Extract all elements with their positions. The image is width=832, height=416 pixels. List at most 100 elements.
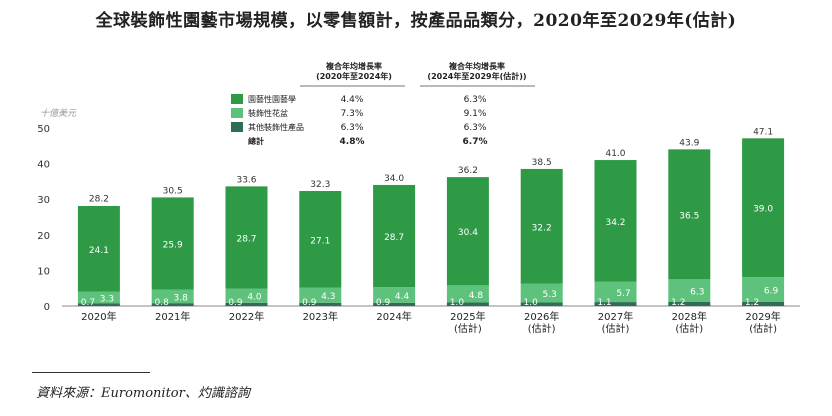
cagr-header: (2024年至2029年(估計)) bbox=[427, 71, 526, 81]
x-tick-label: 2022年 bbox=[229, 310, 264, 323]
bar-segment-pots bbox=[299, 287, 342, 303]
data-label-pots: 3.3 bbox=[100, 295, 114, 305]
data-label-other: 0.9 bbox=[302, 298, 317, 308]
data-label-main: 28.7 bbox=[236, 234, 256, 244]
x-tick-label: 2024年 bbox=[376, 310, 411, 323]
x-tick-label: 2028年 bbox=[672, 310, 707, 323]
bar-segment-main bbox=[373, 184, 416, 288]
bar-segment-other bbox=[299, 302, 342, 306]
data-label-total: 34.0 bbox=[384, 174, 404, 184]
x-tick-label: (估計) bbox=[602, 322, 630, 335]
legend-label: 園藝性園藝學 bbox=[248, 94, 296, 104]
y-tick-label: 30 bbox=[37, 195, 50, 206]
bar-segment-main bbox=[742, 138, 785, 278]
bar-segment-other bbox=[77, 303, 120, 306]
data-label-main: 34.2 bbox=[605, 218, 625, 228]
cagr-value-2020-2024: 4.4% bbox=[341, 95, 364, 105]
cagr-value-2020-2024: 6.3% bbox=[341, 123, 364, 133]
legend-label: 裝飾性花盆 bbox=[248, 108, 288, 118]
data-label-pots: 6.9 bbox=[764, 286, 779, 296]
data-label-pots: 5.3 bbox=[543, 290, 557, 300]
data-label-pots: 4.4 bbox=[395, 292, 410, 302]
cagr-value-2024-2029: 6.3% bbox=[464, 123, 487, 133]
data-label-other: 0.9 bbox=[228, 298, 243, 308]
x-tick-label: 2020年 bbox=[81, 310, 116, 323]
data-label-pots: 4.0 bbox=[247, 293, 262, 303]
data-label-other: 1.2 bbox=[745, 298, 759, 308]
data-label-other: 1.0 bbox=[450, 298, 465, 308]
cagr-header: 複合年均增長率 bbox=[325, 61, 382, 71]
bar-segment-other bbox=[446, 302, 489, 306]
legend-swatch bbox=[231, 122, 243, 132]
data-label-main: 39.0 bbox=[753, 205, 773, 215]
bar-segment-main bbox=[446, 177, 489, 286]
x-tick-label: 2029年 bbox=[745, 310, 780, 323]
bar-segment-other bbox=[225, 302, 268, 306]
data-label-pots: 6.3 bbox=[690, 288, 704, 298]
cagr-value-2024-2029: 9.1% bbox=[464, 109, 487, 119]
bar-segment-main bbox=[299, 191, 342, 288]
legend-label: 其他裝飾性產品 bbox=[248, 122, 304, 132]
x-tick-label: (估計) bbox=[528, 322, 556, 335]
y-tick-label: 40 bbox=[37, 160, 50, 171]
bar-segment-main bbox=[225, 186, 268, 289]
y-tick-label: 10 bbox=[37, 266, 50, 277]
x-tick-label: 2027年 bbox=[598, 310, 633, 323]
data-label-other: 0.9 bbox=[376, 298, 391, 308]
bar-segment-main bbox=[594, 160, 637, 282]
bar-segment-pots bbox=[446, 285, 489, 303]
bar-segment-pots bbox=[151, 289, 194, 304]
cagr-header: (2020年至2024年) bbox=[316, 71, 392, 81]
bar-segment-main bbox=[520, 168, 563, 284]
x-tick-label: 2025年 bbox=[450, 310, 485, 323]
bar-segment-main bbox=[77, 205, 120, 292]
bar-segment-pots bbox=[520, 283, 563, 303]
data-label-main: 27.1 bbox=[310, 236, 330, 246]
bar-segment-other bbox=[151, 303, 194, 306]
data-label-main: 24.1 bbox=[89, 246, 109, 256]
data-label-total: 41.0 bbox=[605, 149, 625, 159]
x-tick-label: 2023年 bbox=[303, 310, 338, 323]
y-tick-label: 50 bbox=[37, 124, 50, 135]
bar-segment-other bbox=[742, 301, 785, 306]
bar-segment-pots bbox=[225, 288, 268, 303]
bar-segment-pots bbox=[742, 277, 785, 302]
data-label-total: 47.1 bbox=[753, 127, 773, 137]
bar-segment-main bbox=[668, 149, 711, 280]
y-tick-label: 0 bbox=[44, 302, 50, 313]
legend-swatch bbox=[231, 108, 243, 118]
bar-segment-pots bbox=[77, 291, 120, 304]
cagr-value-2024-2029: 6.7% bbox=[463, 137, 488, 147]
data-label-other: 0.7 bbox=[81, 298, 95, 308]
legend-swatch bbox=[231, 94, 243, 104]
source-note: 資料來源：Euromonitor、灼識諮詢 bbox=[36, 386, 250, 401]
data-label-total: 32.3 bbox=[310, 180, 330, 190]
y-axis-unit: 十億美元 bbox=[40, 108, 77, 119]
cagr-value-2020-2024: 4.8% bbox=[340, 137, 365, 147]
x-tick-label: (估計) bbox=[749, 322, 777, 335]
cagr-header: 複合年均增長率 bbox=[448, 61, 505, 71]
data-label-total: 33.6 bbox=[236, 175, 256, 185]
data-label-pots: 4.3 bbox=[321, 292, 335, 302]
x-tick-label: (估計) bbox=[675, 322, 703, 335]
data-label-total: 28.2 bbox=[89, 195, 109, 205]
chart-title: 全球裝飾性園藝市場規模，以零售額計，按產品品類分，2020年至2029年(估計) bbox=[95, 11, 737, 31]
bar-segment-other bbox=[668, 301, 711, 306]
x-tick-label: (估計) bbox=[454, 322, 482, 335]
data-label-other: 1.0 bbox=[524, 298, 539, 308]
source-divider bbox=[32, 372, 150, 373]
data-label-total: 30.5 bbox=[163, 186, 183, 196]
cagr-total-label: 總計 bbox=[248, 136, 264, 146]
data-label-other: 1.2 bbox=[671, 298, 685, 308]
data-label-total: 38.5 bbox=[532, 158, 552, 168]
data-label-other: 1.1 bbox=[597, 298, 611, 308]
data-label-pots: 3.8 bbox=[174, 293, 189, 303]
data-label-total: 36.2 bbox=[458, 166, 478, 176]
bar-segment-pots bbox=[373, 287, 416, 303]
data-label-other: 0.8 bbox=[155, 298, 170, 308]
data-label-main: 36.5 bbox=[679, 211, 699, 221]
data-label-main: 25.9 bbox=[163, 241, 183, 251]
bar-segment-main bbox=[151, 197, 194, 290]
cagr-value-2024-2029: 6.3% bbox=[464, 95, 487, 105]
